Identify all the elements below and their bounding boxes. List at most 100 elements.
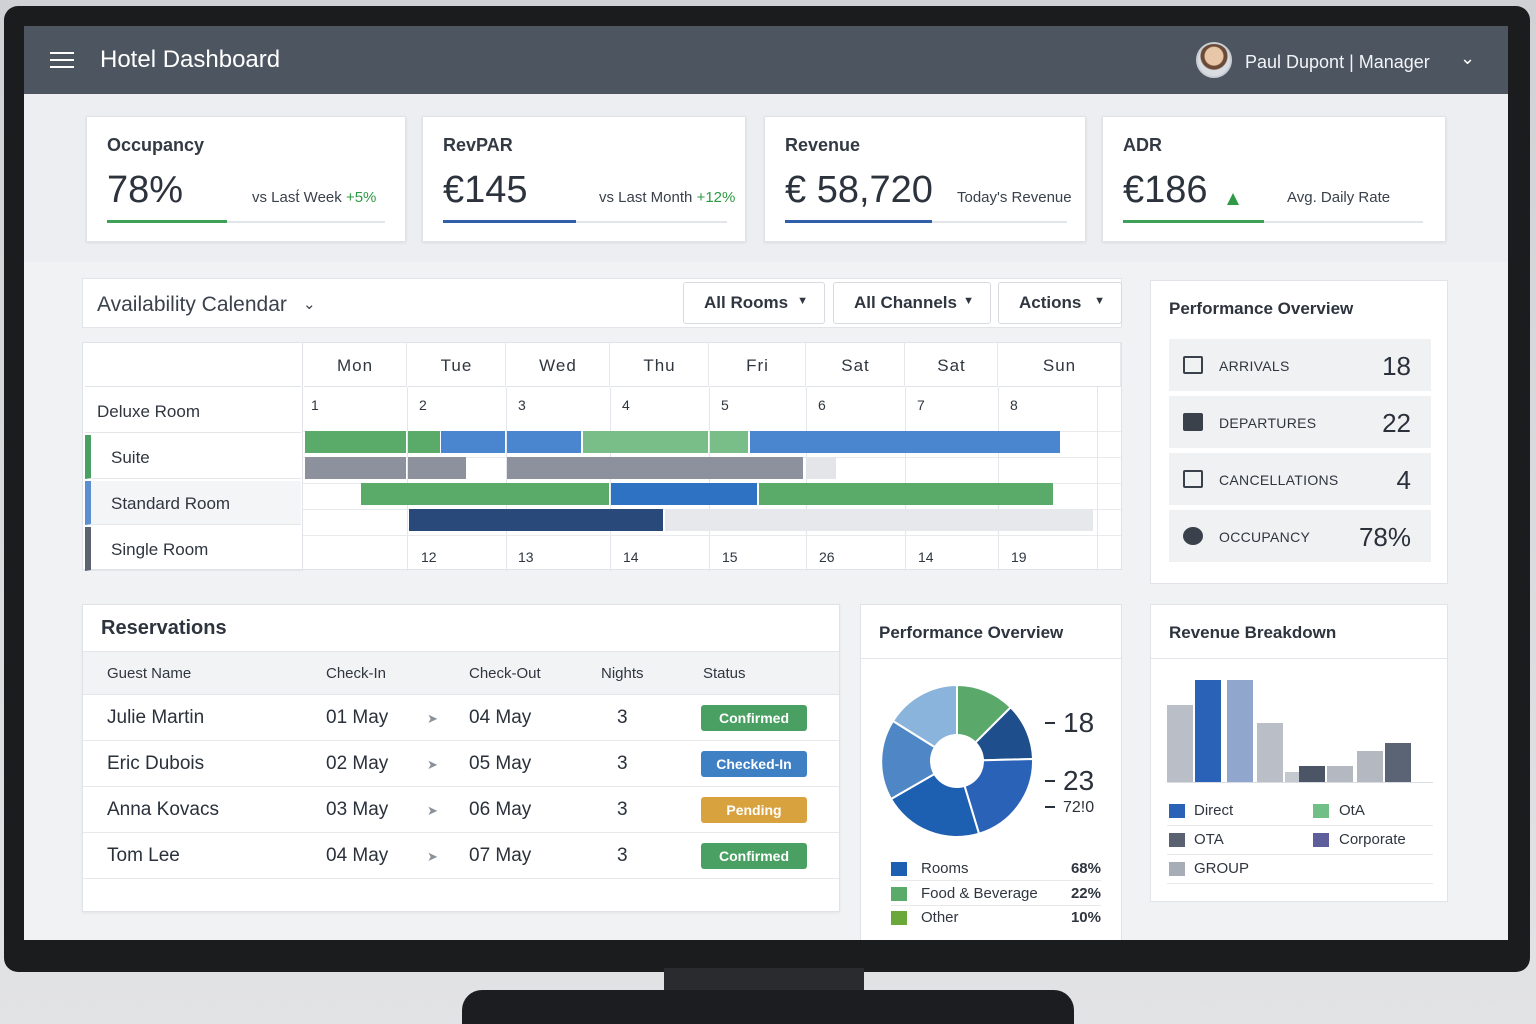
avatar[interactable] — [1196, 42, 1232, 78]
grid-line — [1097, 387, 1098, 571]
filter-rooms-dropdown[interactable]: All Rooms ▼ — [683, 282, 825, 324]
kpi-card-occupancy: Occupancy 78% vs Last́ Week +5% — [86, 116, 406, 242]
user-menu-label[interactable]: Paul Dupont | Manager — [1245, 52, 1430, 72]
table-row[interactable]: Eric Dubois 02 May ➤ 05 May 3 Checked-In — [83, 741, 839, 787]
booking-bar[interactable] — [408, 457, 466, 479]
room-row-deluxe[interactable]: Deluxe Room — [85, 389, 301, 433]
day-header: Sun — [999, 343, 1121, 387]
callout-tick — [1045, 806, 1055, 808]
revenue-bar — [1227, 679, 1253, 782]
perf-value: 22 — [1382, 408, 1411, 438]
nights-count: 3 — [617, 753, 628, 774]
booking-bar[interactable] — [750, 431, 1060, 453]
revenue-bar — [1327, 766, 1353, 782]
kpi-caption: Today's Revenue — [957, 189, 1072, 206]
top-bar: Hotel Dashboard Paul Dupont | Manager ⌄ — [24, 26, 1508, 94]
booking-bar[interactable] — [361, 483, 507, 505]
calendar-icon — [1183, 470, 1203, 488]
legend-swatch — [1169, 804, 1185, 818]
legend-swatch — [1313, 833, 1329, 847]
date-label: 1 — [311, 397, 319, 413]
room-row-single[interactable]: Single Room — [85, 527, 301, 571]
day-header: Thu — [611, 343, 709, 387]
revenue-breakdown-panel: Revenue Breakdown Direct OtA OTA Corpora… — [1150, 604, 1448, 902]
grid-line — [303, 535, 1123, 536]
legend-row: Food & Beverage 22% — [891, 882, 1101, 906]
date-label: 14 — [918, 549, 934, 565]
kpi-progress-track — [443, 220, 727, 223]
revenue-bar — [1167, 705, 1193, 782]
kpi-progress-fill — [1123, 220, 1264, 223]
table-row[interactable]: Julie Martin 01 May ➤ 04 May 3 Confirmed — [83, 695, 839, 741]
perf-row-occupancy[interactable]: OCCUPANCY 78% — [1169, 510, 1431, 564]
donut-hole — [930, 734, 984, 788]
arrow-right-icon: ➤ — [427, 757, 438, 772]
revenue-bar — [1357, 750, 1383, 782]
actions-dropdown[interactable]: Actions ▼ — [998, 282, 1122, 324]
table-row[interactable]: Tom Lee 04 May ➤ 07 May 3 Confirmed — [83, 833, 839, 879]
grid-line — [407, 387, 408, 571]
legend-percent: 10% — [1070, 909, 1101, 926]
perf-label: DEPARTURES — [1219, 415, 1317, 431]
kpi-progress-fill — [107, 220, 227, 223]
perf-row-arrivals[interactable]: ARRIVALS 18 — [1169, 339, 1431, 393]
date-label: 12 — [421, 549, 437, 565]
hamburger-menu-icon[interactable] — [50, 52, 74, 70]
room-row-standard[interactable]: Standard Room — [85, 481, 301, 525]
booking-bar[interactable] — [665, 509, 1093, 531]
grid-line — [709, 387, 710, 571]
revenue-bar — [1385, 742, 1411, 782]
kpi-progress-track — [1123, 220, 1423, 223]
column-header[interactable]: Nights — [601, 665, 644, 682]
legend-label: OtA — [1339, 802, 1365, 819]
room-column: Deluxe Room Suite Standard Room Single R… — [83, 343, 303, 571]
column-header[interactable]: Check-In — [326, 665, 387, 682]
availability-calendar-title[interactable]: Availability Calendar — [97, 293, 287, 316]
table-row[interactable]: Anna Kovacs 03 May ➤ 06 May 3 Pending — [83, 787, 839, 833]
column-header[interactable]: Guest Name — [107, 665, 192, 682]
booking-bar[interactable] — [507, 457, 803, 479]
status-badge: Confirmed — [701, 705, 807, 731]
booking-bar[interactable] — [409, 509, 663, 531]
perf-label: ARRIVALS — [1219, 358, 1290, 374]
legend-label: Food & Beverage — [921, 885, 1038, 902]
booking-bar[interactable] — [611, 483, 757, 505]
check-in-date: 01 May — [326, 707, 389, 728]
filter-channels-dropdown[interactable]: All Channels ▼ — [833, 282, 991, 324]
revenue-bar — [1195, 679, 1221, 782]
panel-title: Revenue Breakdown — [1169, 623, 1337, 642]
pie-callout: 18 — [1063, 707, 1095, 738]
booking-bar[interactable] — [408, 431, 440, 453]
revenue-bar — [1257, 723, 1283, 782]
column-header[interactable]: Check-Out — [469, 665, 541, 682]
column-header[interactable]: Status — [703, 665, 746, 682]
booking-bar[interactable] — [507, 483, 609, 505]
kpi-progress-track — [107, 220, 385, 223]
perf-label: CANCELLATIONS — [1219, 472, 1339, 488]
guest-name: Tom Lee — [107, 845, 180, 866]
kpi-value: €145 — [443, 169, 528, 211]
booking-bar[interactable] — [806, 457, 836, 479]
chevron-down-icon[interactable]: ⌄ — [1460, 48, 1476, 68]
perf-row-departures[interactable]: DEPARTURES 22 — [1169, 396, 1431, 450]
date-label: 7 — [917, 397, 925, 413]
kpi-value: €186 — [1123, 169, 1208, 211]
booking-bar[interactable] — [710, 431, 748, 453]
kpi-delta: +5% — [345, 189, 377, 206]
booking-bar[interactable] — [305, 457, 406, 479]
chevron-down-icon[interactable]: ⌄ — [303, 296, 316, 313]
booking-bar[interactable] — [305, 431, 406, 453]
check-in-date: 03 May — [326, 799, 389, 820]
perf-row-cancellations[interactable]: CANCELLATIONS 4 — [1169, 453, 1431, 507]
legend-label: OTA — [1194, 831, 1224, 848]
booking-bar[interactable] — [441, 431, 505, 453]
check-out-date: 06 May — [469, 799, 532, 820]
booking-bar[interactable] — [583, 431, 708, 453]
booking-bar[interactable] — [507, 431, 581, 453]
date-label: 26 — [819, 549, 835, 565]
caret-down-icon: ▼ — [797, 295, 808, 307]
grid-line — [610, 387, 611, 571]
legend-swatch — [891, 862, 907, 876]
booking-bar[interactable] — [759, 483, 1053, 505]
room-row-suite[interactable]: Suite — [85, 435, 301, 479]
